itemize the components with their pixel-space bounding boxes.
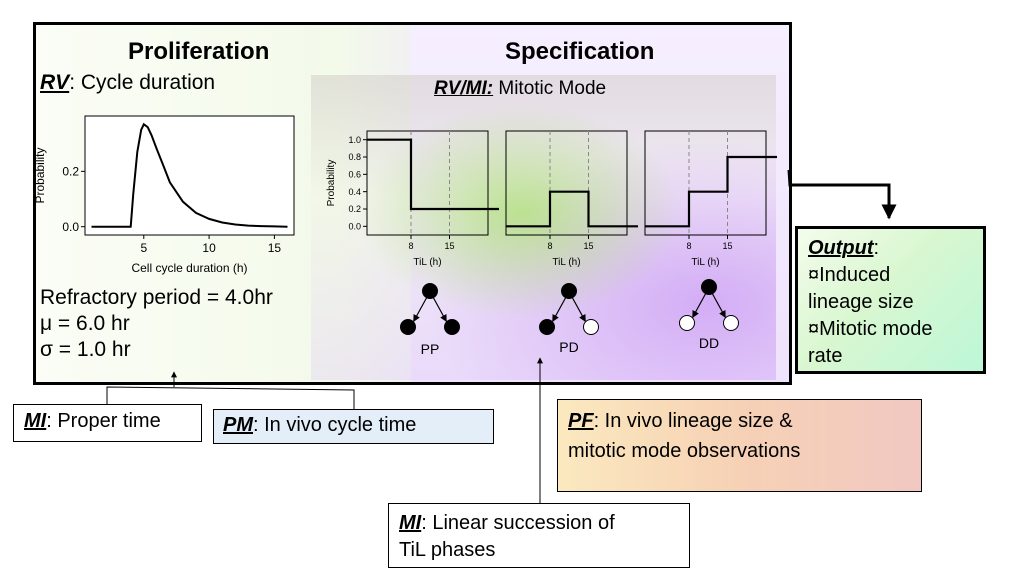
tree-dd: DD bbox=[679, 279, 739, 351]
proliferation-rv-heading: RV: Cycle duration bbox=[40, 71, 215, 95]
y-tick-label: 0.0 bbox=[348, 221, 361, 231]
x-tick-label: 5 bbox=[140, 241, 147, 255]
y-tick-label: 0.2 bbox=[62, 165, 79, 179]
y-tick-label: 0.8 bbox=[348, 152, 361, 162]
x-tick-label: 8 bbox=[408, 241, 413, 251]
proliferation-bracket bbox=[106, 386, 355, 409]
y-axis-label: Probability bbox=[326, 160, 337, 207]
plot-frame bbox=[644, 130, 767, 236]
pf-text-2: mitotic mode observations bbox=[568, 440, 801, 462]
pf-label: PF bbox=[568, 410, 594, 432]
mi-linear-text-1: : Linear succession of bbox=[421, 512, 615, 534]
mi-linear-label: MI bbox=[399, 512, 422, 534]
output-line-2: lineage size bbox=[808, 291, 914, 313]
mi-linear-text-2: TiL phases bbox=[399, 539, 496, 561]
y-tick-label: 0.6 bbox=[348, 169, 361, 179]
x-tick-label: 8 bbox=[686, 241, 691, 251]
pf-text-1: : In vivo lineage size & bbox=[593, 410, 793, 432]
rv-mi-text: Mitotic Mode bbox=[493, 78, 607, 99]
parent-cell bbox=[422, 283, 438, 299]
daughter-cell-left bbox=[679, 315, 695, 331]
parent-cell bbox=[701, 279, 717, 295]
x-axis-label: TiL (h) bbox=[552, 257, 580, 268]
sigma-parameter: σ = 1.0 hr bbox=[40, 338, 131, 361]
series-line bbox=[645, 155, 777, 228]
plot-frame bbox=[366, 130, 489, 236]
output-line-1: ¤Induced bbox=[808, 264, 891, 286]
rv-mi-label: RV/MI: bbox=[434, 78, 494, 99]
division-arrow bbox=[711, 292, 726, 319]
pm-label: PM bbox=[223, 414, 253, 436]
y-tick-label: 1.0 bbox=[348, 135, 361, 145]
plot-frame bbox=[84, 115, 295, 236]
model-box: Proliferation Specification RV: Cycle du… bbox=[33, 22, 792, 385]
daughter-cell-right bbox=[723, 315, 739, 331]
mi-label: MI bbox=[24, 410, 47, 432]
y-tick-label: 0.2 bbox=[348, 204, 361, 214]
series-line bbox=[367, 138, 499, 211]
daughter-cell-right bbox=[444, 319, 460, 335]
x-tick-label: 15 bbox=[722, 241, 732, 251]
pm-cycle-time-box: PM: In vivo cycle time bbox=[213, 409, 494, 444]
mitotic-mode-label: DD bbox=[699, 335, 719, 351]
mu-parameter: μ = 6.0 hr bbox=[40, 312, 130, 335]
y-tick-label: 0.0 bbox=[62, 220, 79, 234]
series-line bbox=[506, 190, 638, 228]
parent-cell bbox=[561, 283, 577, 299]
lineage-trees: PP PD DD bbox=[400, 279, 739, 357]
pf-observations-box: PF: In vivo lineage size & mitotic mode … bbox=[557, 399, 922, 492]
x-tick-label: 15 bbox=[444, 241, 454, 251]
division-arrow bbox=[692, 292, 707, 319]
daughter-cell-right bbox=[583, 319, 599, 335]
x-axis-label: Cell cycle duration (h) bbox=[131, 261, 247, 275]
output-box: Output: ¤Induced lineage size ¤Mitotic m… bbox=[795, 226, 986, 374]
refractory-period: Refractory period = 4.0hr bbox=[40, 286, 273, 309]
cycle-duration-chart: 5 10 15 0.0 0.2 Cell cycle duration (h) Probab… bbox=[33, 115, 295, 275]
daughter-cell-left bbox=[539, 319, 555, 335]
rv-label: RV bbox=[40, 71, 70, 94]
mi-linear-succession-box: MI: Linear succession of TiL phases bbox=[388, 503, 690, 568]
x-axis-label: TiL (h) bbox=[413, 257, 441, 268]
pm-text: : In vivo cycle time bbox=[253, 414, 417, 436]
division-arrow bbox=[571, 296, 586, 323]
division-arrow bbox=[413, 296, 428, 323]
mitotic-mode-chart-pp: 8 15 0.0 0.2 0.4 0.6 0.8 1.0 TiL (h) Probability bbox=[326, 130, 499, 268]
plot-frame bbox=[505, 130, 628, 236]
tree-pp: PP bbox=[400, 283, 460, 357]
cycle-parameters: Refractory period = 4.0hr μ = 6.0 hr σ =… bbox=[40, 285, 273, 363]
x-tick-label: 8 bbox=[547, 241, 552, 251]
x-tick-label: 15 bbox=[583, 241, 593, 251]
tree-pd: PD bbox=[539, 283, 599, 355]
y-tick-label: 0.4 bbox=[348, 187, 361, 197]
proliferation-title: Proliferation bbox=[128, 38, 270, 65]
x-tick-label: 15 bbox=[268, 241, 282, 255]
output-connector bbox=[787, 169, 897, 220]
division-arrow bbox=[552, 296, 567, 323]
output-line-3: ¤Mitotic mode bbox=[808, 318, 933, 340]
daughter-cell-left bbox=[400, 319, 416, 335]
y-axis-label: Probability bbox=[33, 147, 47, 203]
output-colon: : bbox=[873, 237, 880, 259]
mi-proper-text: : Proper time bbox=[46, 410, 161, 432]
series-line bbox=[91, 122, 288, 228]
specification-title: Specification bbox=[505, 38, 655, 65]
connector-lines bbox=[106, 169, 897, 503]
x-tick-label: 10 bbox=[202, 241, 216, 255]
division-arrow bbox=[432, 296, 447, 323]
output-title: Output bbox=[808, 237, 874, 259]
mitotic-mode-label: PD bbox=[559, 339, 578, 355]
output-line-4: rate bbox=[808, 345, 843, 367]
mitotic-mode-label: PP bbox=[421, 341, 440, 357]
rv-text: : Cycle duration bbox=[69, 71, 216, 94]
specification-rv-heading: RV/MI: Mitotic Mode bbox=[434, 78, 606, 100]
x-axis-label: TiL (h) bbox=[691, 257, 719, 268]
mi-proper-time-box: MI: Proper time bbox=[13, 404, 202, 442]
